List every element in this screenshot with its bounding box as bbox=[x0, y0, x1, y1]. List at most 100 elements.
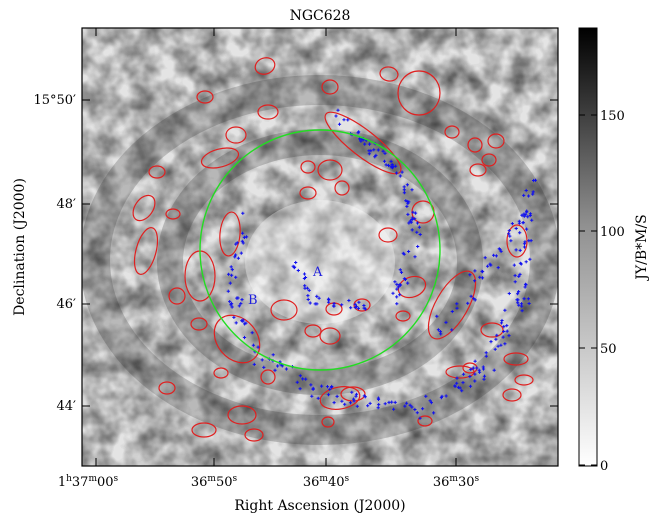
cloud-point bbox=[239, 302, 243, 306]
cloud-point bbox=[374, 153, 378, 157]
cloud-ellipse bbox=[200, 147, 240, 169]
cloud-point bbox=[480, 276, 485, 280]
cloud-point bbox=[393, 400, 397, 404]
cloud-point bbox=[240, 298, 244, 302]
colorbar-title: JY/B*M/S bbox=[634, 214, 650, 282]
cloud-point bbox=[519, 262, 523, 266]
cloud-point bbox=[234, 253, 238, 257]
cloud-point bbox=[505, 324, 509, 328]
cloud-point bbox=[303, 284, 307, 288]
cloud-point bbox=[527, 301, 531, 306]
cloud-point bbox=[377, 403, 381, 407]
cloud-ellipse bbox=[506, 224, 528, 258]
cloud-ellipse bbox=[487, 133, 505, 149]
cloud-point bbox=[528, 257, 532, 261]
cloud-point bbox=[232, 315, 236, 319]
cloud-ellipse bbox=[397, 275, 427, 299]
cloud-point bbox=[353, 302, 357, 306]
cloud-point bbox=[518, 231, 522, 235]
cloud-ellipse bbox=[132, 194, 156, 222]
cloud-ellipse bbox=[417, 415, 433, 427]
cloud-point bbox=[516, 301, 520, 305]
cloud-ellipse bbox=[467, 137, 483, 153]
colorbar-tick-label: 150 bbox=[600, 109, 625, 124]
cloud-point bbox=[525, 209, 529, 213]
cloud-ellipse bbox=[196, 90, 214, 104]
plot-frame bbox=[81, 27, 559, 467]
y-axis-title: Declination (J2000) bbox=[12, 178, 28, 316]
cloud-point bbox=[494, 254, 498, 258]
cloud-point bbox=[234, 275, 238, 279]
cloud-point bbox=[469, 367, 473, 371]
cloud-point bbox=[450, 328, 454, 332]
cloud-point bbox=[522, 242, 527, 246]
cloud-point bbox=[273, 368, 277, 372]
cloud-point bbox=[408, 403, 412, 407]
x-tick-label: 36m30s bbox=[433, 474, 480, 490]
cloud-point bbox=[458, 386, 462, 390]
cloud-point bbox=[413, 217, 417, 221]
cloud-point bbox=[366, 404, 370, 408]
cloud-point bbox=[234, 321, 238, 325]
cloud-point bbox=[499, 343, 503, 347]
cloud-point bbox=[481, 367, 486, 371]
cloud-point bbox=[455, 306, 459, 310]
cloud-point bbox=[405, 401, 409, 405]
cloud-point bbox=[461, 381, 465, 385]
cloud-point bbox=[519, 302, 524, 306]
cloud-ellipse bbox=[219, 211, 241, 257]
cloud-point bbox=[390, 162, 394, 167]
plot-title: NGC628 bbox=[290, 8, 351, 24]
cloud-point bbox=[395, 171, 399, 175]
cloud-ellipse bbox=[191, 422, 217, 438]
cloud-point bbox=[517, 303, 521, 307]
cloud-point bbox=[406, 212, 410, 216]
cloud-point bbox=[395, 287, 399, 291]
cloud-point bbox=[252, 362, 256, 366]
spiral-arm-inner bbox=[157, 129, 483, 395]
cloud-point bbox=[410, 216, 414, 220]
cloud-point bbox=[405, 183, 409, 187]
cloud-point bbox=[428, 399, 432, 403]
cloud-point bbox=[453, 384, 457, 388]
cloud-point bbox=[262, 365, 266, 369]
cloud-point bbox=[226, 289, 230, 293]
cloud-point bbox=[507, 291, 511, 296]
cloud-point bbox=[484, 351, 488, 355]
cloud-points bbox=[226, 108, 538, 420]
cloud-point bbox=[495, 333, 499, 337]
central-void bbox=[245, 200, 395, 324]
cloud-ellipse bbox=[299, 186, 317, 200]
cloud-ellipse bbox=[321, 79, 339, 95]
cloud-point bbox=[503, 342, 507, 346]
cloud-point bbox=[347, 298, 351, 303]
cloud-point bbox=[394, 164, 398, 168]
cloud-ellipse bbox=[321, 416, 335, 428]
cloud-ellipse bbox=[254, 57, 276, 75]
cloud-ellipse bbox=[481, 153, 497, 167]
x-tick-label: 1h37m00s bbox=[58, 474, 119, 490]
cloud-point bbox=[455, 381, 459, 385]
cloud-ellipse bbox=[165, 208, 181, 220]
cloud-point bbox=[334, 114, 338, 118]
cloud-point bbox=[473, 269, 477, 273]
cloud-point bbox=[507, 334, 511, 338]
cloud-point bbox=[444, 394, 448, 398]
cloud-point bbox=[517, 274, 521, 278]
cloud-point bbox=[507, 232, 511, 236]
cloud-point bbox=[241, 231, 245, 235]
cloud-point bbox=[280, 364, 284, 368]
cloud-point bbox=[530, 218, 534, 222]
cloud-point bbox=[410, 188, 414, 192]
cloud-point bbox=[306, 297, 310, 302]
cloud-ellipse bbox=[503, 352, 529, 366]
cloud-ellipse bbox=[257, 104, 279, 120]
cloud-point bbox=[400, 170, 404, 174]
cloud-point bbox=[522, 245, 527, 249]
cloud-point bbox=[384, 163, 388, 167]
cloud-point bbox=[383, 402, 387, 406]
cloud-point bbox=[424, 394, 428, 398]
cloud-point bbox=[520, 309, 524, 313]
cloud-point bbox=[337, 122, 342, 126]
